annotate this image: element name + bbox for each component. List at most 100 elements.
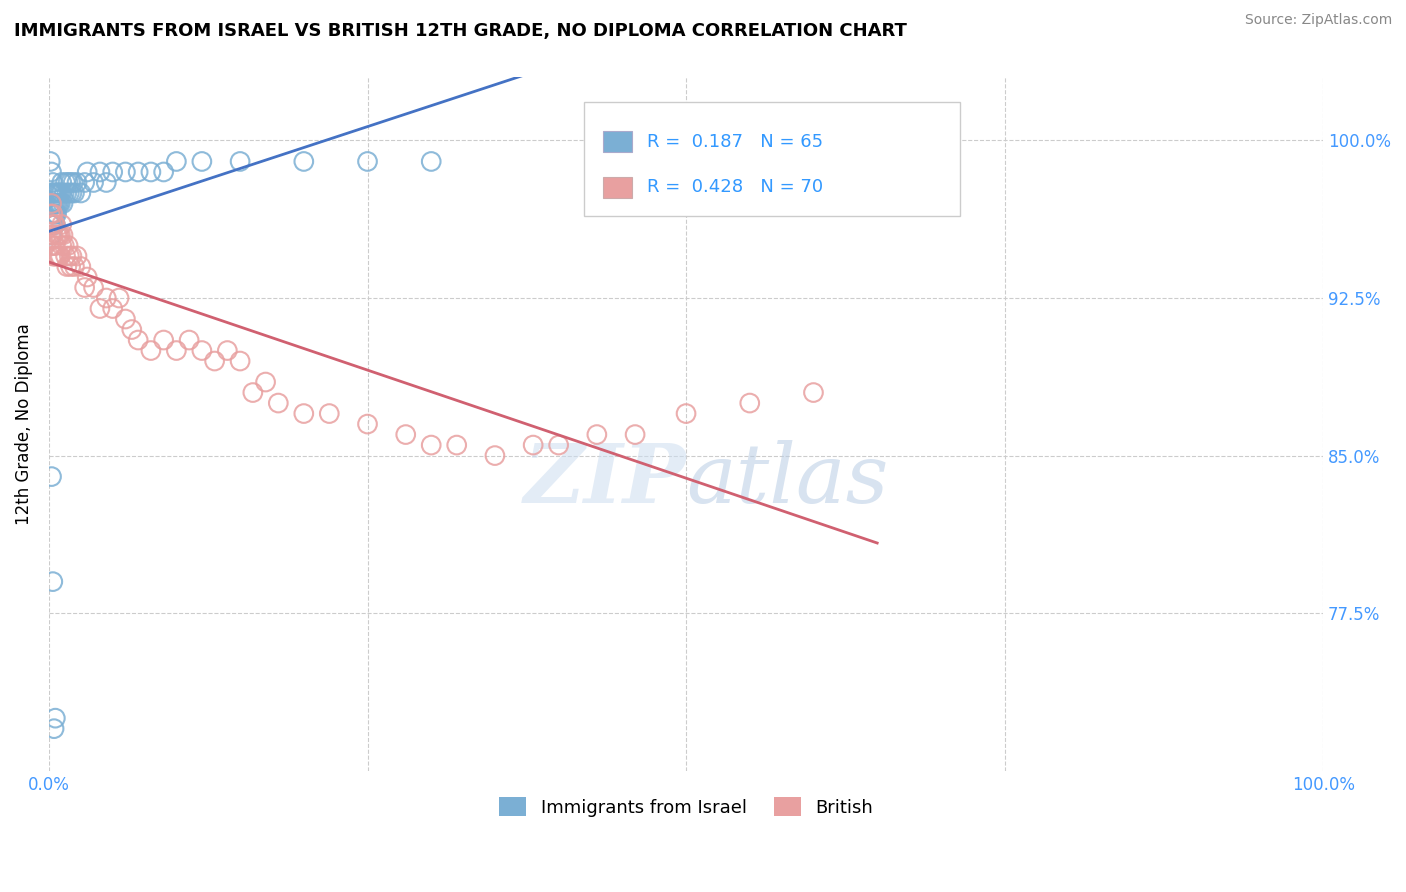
Point [73,176,96,190]
Point [586,427,609,442]
Point [66,249,89,263]
Point [55,249,77,263]
Point [42,722,65,736]
Text: atlas: atlas [686,440,889,519]
Point [39,154,62,169]
Point [446,438,468,452]
Point [204,354,226,368]
Point [42,186,65,200]
Point [139,343,162,358]
Point [39,207,62,221]
Y-axis label: 12th Grade, No Diploma: 12th Grade, No Diploma [15,323,32,524]
Point [56,186,79,200]
Point [42,249,65,263]
Point [46,196,69,211]
Point [191,343,214,358]
Point [108,291,131,305]
FancyBboxPatch shape [583,102,960,216]
Point [41,469,63,483]
Point [738,396,761,410]
Point [42,238,65,252]
Point [51,176,73,190]
Point [101,301,124,316]
Point [83,280,105,294]
Point [89,301,111,316]
Point [179,333,201,347]
Text: Source: ZipAtlas.com: Source: ZipAtlas.com [1244,13,1392,28]
Point [420,438,443,452]
Point [83,176,105,190]
Point [48,227,70,242]
Point [69,260,91,274]
Bar [603,178,631,198]
Point [45,196,67,211]
Point [45,227,67,242]
Point [229,354,252,368]
Point [42,207,65,221]
Point [76,165,98,179]
Point [56,176,79,190]
Point [42,574,65,589]
Point [55,176,77,190]
Point [121,322,143,336]
Point [49,249,72,263]
Point [59,260,82,274]
Point [44,186,66,200]
Point [152,333,174,347]
Point [56,260,79,274]
Point [292,407,315,421]
Point [49,196,72,211]
Point [56,238,79,252]
Point [292,154,315,169]
Point [96,291,118,305]
Point [49,227,72,242]
Point [89,165,111,179]
Point [114,165,136,179]
Point [48,196,70,211]
Point [42,207,65,221]
Text: ZIP: ZIP [523,440,686,519]
Point [41,196,63,211]
Point [44,249,66,263]
Point [41,207,63,221]
Point [152,165,174,179]
Point [48,186,70,200]
Point [420,154,443,169]
Point [51,186,73,200]
Text: R =  0.187   N = 65: R = 0.187 N = 65 [647,133,824,151]
Point [165,154,187,169]
Point [42,196,65,211]
Point [60,249,83,263]
Point [41,165,63,179]
Point [318,407,340,421]
Text: IMMIGRANTS FROM ISRAEL VS BRITISH 12TH GRADE, NO DIPLOMA CORRELATION CHART: IMMIGRANTS FROM ISRAEL VS BRITISH 12TH G… [14,22,907,40]
Point [41,186,63,200]
Point [53,186,76,200]
Legend: Immigrants from Israel, British: Immigrants from Israel, British [492,790,880,824]
Point [63,260,86,274]
Point [267,396,290,410]
Point [127,333,149,347]
Point [484,449,506,463]
Point [44,218,66,232]
Point [45,249,67,263]
Point [60,186,83,200]
Point [42,176,65,190]
Point [45,207,67,221]
Point [42,186,65,200]
Point [127,165,149,179]
Point [41,218,63,232]
Point [76,270,98,285]
Point [41,238,63,252]
Point [46,249,69,263]
Point [114,312,136,326]
Point [803,385,825,400]
Point [59,176,82,190]
Point [139,165,162,179]
Point [66,176,89,190]
Point [62,176,84,190]
Point [52,227,75,242]
Point [46,186,69,200]
Point [356,154,378,169]
Point [46,227,69,242]
